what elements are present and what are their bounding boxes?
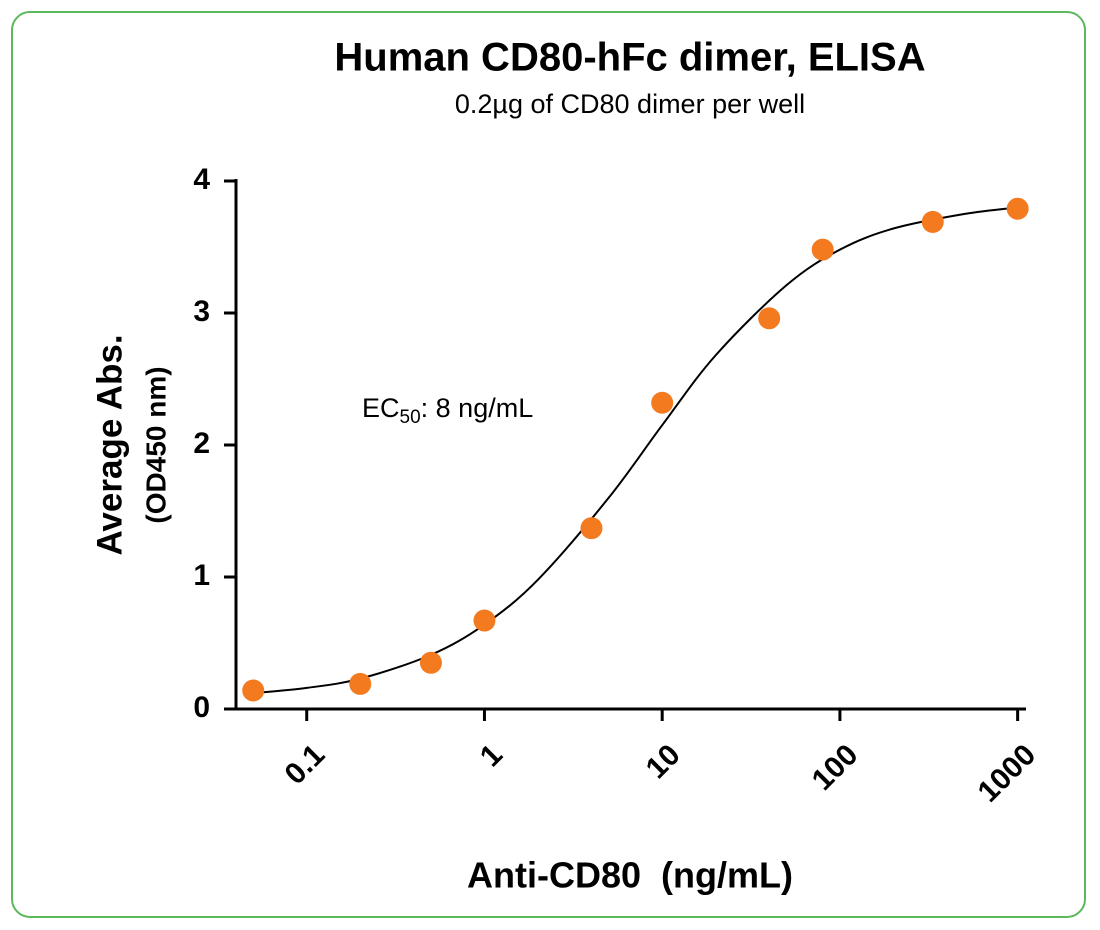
data-point <box>1006 197 1029 220</box>
data-point <box>473 609 496 632</box>
x-tick-label: 1 <box>474 738 509 773</box>
y-axis-label: Average Abs. <box>90 334 129 555</box>
data-point <box>580 517 603 540</box>
fit-curve <box>253 206 1018 695</box>
data-point <box>651 391 674 414</box>
y-tick-label: 4 <box>193 163 210 196</box>
data-point <box>349 672 372 695</box>
annotation: EC50: 8 ng/mL <box>362 393 533 428</box>
x-tick-label: 100 <box>806 738 865 797</box>
y-axis-label: (OD450 nm) <box>140 366 171 523</box>
y-tick-label: 2 <box>193 427 210 460</box>
annotation-text: EC <box>362 393 400 423</box>
y-tick-label: 1 <box>193 559 210 592</box>
data-point <box>419 651 442 674</box>
data-point <box>242 679 265 702</box>
x-tick-label: 10 <box>640 738 687 785</box>
y-tick-label: 0 <box>193 691 210 724</box>
y-tick-label: 3 <box>193 295 210 328</box>
x-tick-label: 0.1 <box>278 738 331 791</box>
annotation-text: : 8 ng/mL <box>421 393 534 423</box>
x-axis-label: Anti-CD80 (ng/mL) <box>467 855 793 896</box>
data-point <box>921 210 944 233</box>
data-point <box>758 307 781 330</box>
chart-title: Human CD80-hFc dimer, ELISA <box>334 36 925 80</box>
data-point <box>811 238 834 261</box>
x-tick-label: 1000 <box>972 738 1043 809</box>
annotation-subscript: 50 <box>400 407 421 428</box>
frame <box>11 11 1086 918</box>
chart-subtitle: 0.2µg of CD80 dimer per well <box>455 89 805 119</box>
